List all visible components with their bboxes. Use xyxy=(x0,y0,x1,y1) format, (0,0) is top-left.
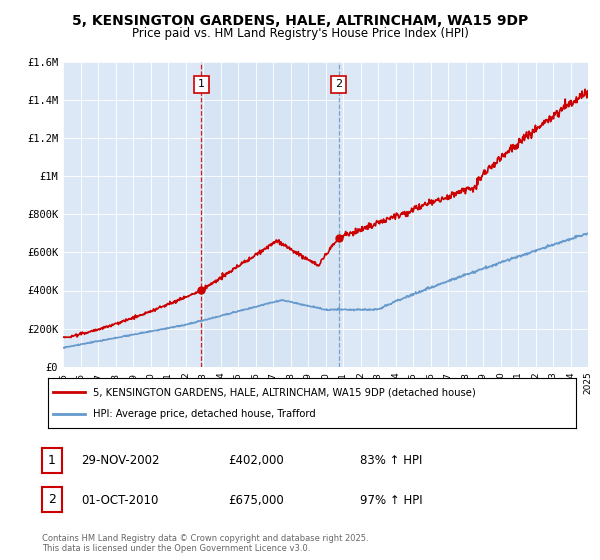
Text: Contains HM Land Registry data © Crown copyright and database right 2025.
This d: Contains HM Land Registry data © Crown c… xyxy=(42,534,368,553)
Text: Price paid vs. HM Land Registry's House Price Index (HPI): Price paid vs. HM Land Registry's House … xyxy=(131,27,469,40)
Text: 83% ↑ HPI: 83% ↑ HPI xyxy=(360,454,422,468)
Text: 29-NOV-2002: 29-NOV-2002 xyxy=(81,454,160,468)
Text: 01-OCT-2010: 01-OCT-2010 xyxy=(81,493,158,507)
Text: 5, KENSINGTON GARDENS, HALE, ALTRINCHAM, WA15 9DP: 5, KENSINGTON GARDENS, HALE, ALTRINCHAM,… xyxy=(72,14,528,28)
Text: 97% ↑ HPI: 97% ↑ HPI xyxy=(360,493,422,507)
Bar xyxy=(202,62,338,367)
Text: 5, KENSINGTON GARDENS, HALE, ALTRINCHAM, WA15 9DP (detached house): 5, KENSINGTON GARDENS, HALE, ALTRINCHAM,… xyxy=(93,387,476,397)
Text: 2: 2 xyxy=(335,80,342,90)
Text: 1: 1 xyxy=(48,454,56,467)
Text: 2: 2 xyxy=(48,493,56,506)
Text: 1: 1 xyxy=(198,80,205,90)
Text: £402,000: £402,000 xyxy=(228,454,284,468)
Text: HPI: Average price, detached house, Trafford: HPI: Average price, detached house, Traf… xyxy=(93,409,316,419)
Text: £675,000: £675,000 xyxy=(228,493,284,507)
